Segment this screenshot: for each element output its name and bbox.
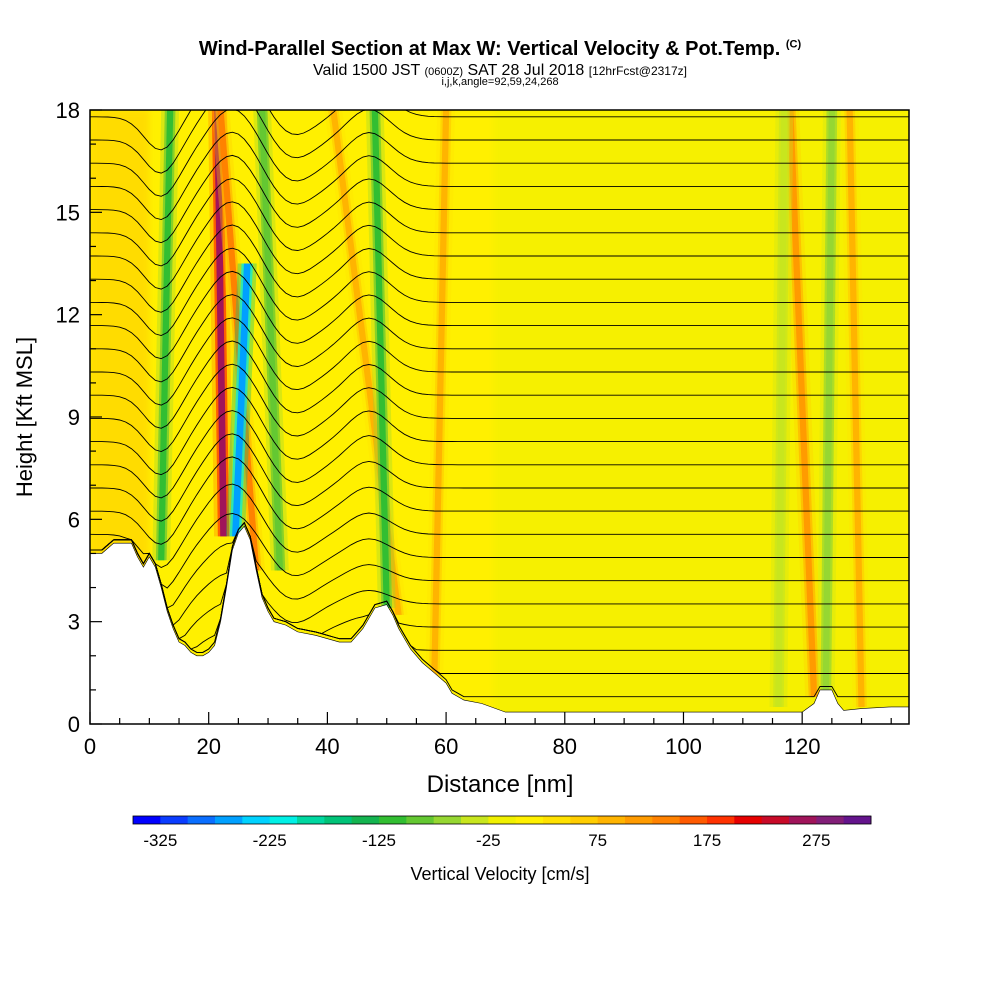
colorbar-swatch — [160, 816, 189, 824]
chart-title-main: Wind-Parallel Section at Max W: Vertical… — [198, 38, 781, 60]
colorbar-swatch — [187, 816, 216, 824]
y-tick-label: 18 — [56, 98, 80, 123]
isentrope-line — [90, 110, 909, 151]
section-params: i,j,k,angle=92,59,24,268 — [441, 76, 559, 88]
isentrope-line — [90, 521, 909, 626]
x-tick-label: 80 — [553, 734, 577, 759]
x-tick-label: 20 — [196, 734, 220, 759]
isentrope-line — [90, 154, 909, 244]
y-tick-label: 0 — [68, 712, 80, 737]
isentrope-line — [90, 270, 909, 360]
colorbar-tick-label: -125 — [362, 831, 396, 850]
colorbar-swatch — [543, 816, 571, 824]
x-axis-label: Distance [nm] — [427, 771, 574, 798]
isentrope-line — [90, 201, 909, 290]
x-tick-label: 100 — [665, 734, 702, 759]
colorbar-swatch — [515, 816, 544, 824]
colorbar-swatch — [488, 816, 517, 824]
updraft-band — [431, 110, 450, 684]
isentrope-line — [90, 178, 909, 267]
isentrope-line — [90, 456, 909, 545]
colorbar-swatch — [215, 816, 243, 824]
colorbar-tick-label: -325 — [143, 831, 177, 850]
x-tick-label: 120 — [784, 734, 821, 759]
colorbar-swatch — [324, 816, 353, 824]
x-axis: 0 20 40 60 80 100 120 — [84, 712, 892, 759]
colorbar-swatch — [379, 816, 407, 824]
isentrope-line — [90, 483, 909, 569]
isentrope-line — [90, 224, 909, 313]
y-axis-label: Height [Kft MSL] — [12, 337, 37, 497]
downdraft-band — [232, 263, 251, 537]
colorbar-tick-label: -25 — [476, 831, 501, 850]
colorbar-swatch — [351, 816, 380, 824]
valid-utc: (0600Z) — [424, 66, 464, 78]
colorbar-frame — [132, 815, 872, 825]
plot-area — [90, 110, 909, 724]
isentrope-line — [90, 386, 909, 476]
chart-title: Wind-Parallel Section at Max W: Vertical… — [0, 38, 1000, 61]
forecast-label: [12hrFcst@2317z] — [588, 64, 687, 78]
valid-time: Valid 1500 JST — [313, 62, 421, 79]
isentrope-line — [90, 410, 909, 499]
colorbar-swatch — [269, 816, 298, 824]
colorbar-swatch — [761, 816, 790, 824]
downdraft-band — [822, 110, 835, 690]
y-axis: 0 3 6 9 12 15 18 — [56, 98, 102, 737]
colorbar: -325 -225 -125 -25 75 175 275 — [132, 815, 872, 850]
colorbar-swatch — [433, 816, 462, 824]
colorbar-swatch — [816, 816, 845, 824]
colorbar-swatch — [406, 816, 435, 824]
isentrope-line — [90, 317, 909, 406]
x-tick-label: 40 — [315, 734, 339, 759]
chart-title-units: (C) — [785, 38, 802, 51]
colorbar-swatch — [133, 816, 161, 824]
colorbar-swatch — [789, 816, 817, 824]
velocity-bands — [90, 110, 909, 724]
x-tick-label: 60 — [434, 734, 458, 759]
y-tick-label: 12 — [56, 303, 80, 328]
isentrope-line — [90, 363, 909, 452]
downdraft-band — [158, 110, 174, 561]
colorbar-tick-label: 175 — [693, 831, 721, 850]
colorbar-swatch — [597, 816, 626, 824]
colorbar-swatch — [461, 816, 489, 824]
background-tint-region — [493, 110, 909, 724]
isentrope-line — [90, 247, 909, 336]
isentrope-line — [90, 433, 909, 522]
downdraft-band — [371, 110, 390, 609]
x-tick-label: 0 — [84, 734, 96, 759]
isentrope-line — [90, 131, 909, 220]
valid-date: SAT 28 Jul 2018 — [467, 62, 585, 79]
colorbar-tick-label: -225 — [253, 831, 287, 850]
colorbar-swatch — [652, 816, 681, 824]
isentrope-line — [90, 294, 909, 383]
colorbar-swatch — [242, 816, 271, 824]
colorbar-swatch — [707, 816, 735, 824]
updraft-band — [787, 110, 818, 697]
colorbar-swatch — [843, 816, 872, 824]
colorbar-tick-label: 75 — [588, 831, 607, 850]
y-tick-label: 9 — [68, 405, 80, 430]
y-tick-label: 15 — [56, 200, 80, 225]
isentrope-line — [90, 110, 909, 174]
colorbar-swatch — [297, 816, 325, 824]
colorbar-swatch — [570, 816, 599, 824]
isentrope-contours — [90, 110, 909, 698]
isentrope-line — [90, 521, 909, 609]
downdraft-band — [258, 110, 284, 571]
y-tick-label: 3 — [68, 610, 80, 635]
colorbar-swatch — [734, 816, 763, 824]
y-tick-label: 6 — [68, 507, 80, 532]
colorbar-swatch — [625, 816, 653, 824]
colorbar-swatch — [679, 816, 708, 824]
chart-subtitle: Valid 1500 JST (0600Z) SAT 28 Jul 2018 [… — [0, 62, 1000, 80]
isentrope-line — [90, 513, 909, 589]
colorbar-label: Vertical Velocity [cm/s] — [410, 864, 589, 884]
isentrope-line — [90, 521, 909, 640]
colorbar-tick-label: 275 — [802, 831, 830, 850]
isentrope-line — [90, 340, 909, 429]
